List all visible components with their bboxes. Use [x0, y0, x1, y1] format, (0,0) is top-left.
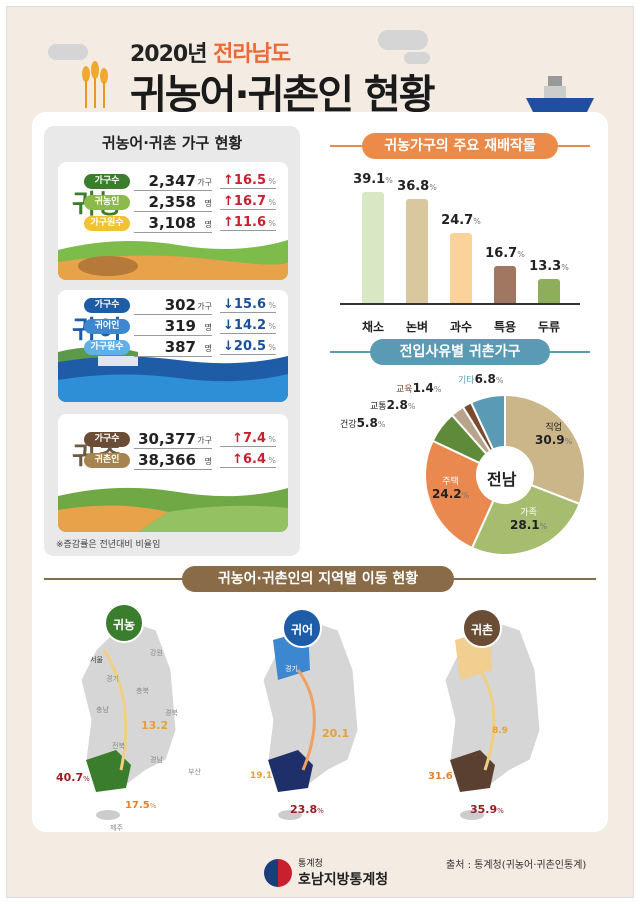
pie-label-other: 기타6.8% — [458, 372, 504, 386]
bar-category: 특용 — [493, 320, 517, 334]
flow-value: 20.1 — [322, 727, 350, 740]
flow-value: 13.2 — [141, 719, 169, 732]
bar-category: 두류 — [537, 320, 561, 334]
region-label: 전북 — [112, 742, 125, 750]
flow-value: 8.9 — [492, 726, 508, 736]
source-text: 출처 : 통계청(귀농어·귀촌인통계) — [446, 860, 587, 871]
reasons-chart-title: 전입사유별 귀촌가구 — [370, 339, 550, 365]
wheat-icon — [82, 61, 108, 108]
fishing-row-households: 가구수 302 가구 ↓15.6% — [84, 296, 276, 315]
gwangju-value: 40.7% — [56, 771, 90, 784]
fishing-row-persons: 귀어인 319 명 ↓14.2% — [84, 317, 276, 336]
pie-label-family: 가족 28.1% — [510, 508, 548, 532]
bar-rice — [406, 199, 428, 303]
migration-section-title: 귀농어·귀촌인의 지역별 이동 현황 — [182, 566, 454, 592]
cloud-decoration — [404, 52, 430, 64]
bar-vegetables — [362, 192, 384, 303]
farming-row-households: 가구수 2,347 가구 ↑16.5% — [84, 172, 276, 191]
region-label: 경기 — [106, 675, 119, 683]
pie-label-house: 주택 24.2% — [432, 477, 470, 501]
taegeuk-icon — [264, 858, 292, 887]
village-scene-illustration — [58, 487, 288, 532]
crops-chart-title: 귀농가구의 주요 재배작물 — [362, 133, 558, 159]
intra-value: 23.8% — [290, 803, 324, 816]
rural-row-persons: 귀촌인 38,366 명 ↑6.4% — [84, 451, 276, 470]
map-badge-rural: 귀촌 — [462, 608, 502, 648]
statistics-korea-logo: 통계청 호남지방통계청 — [264, 856, 388, 889]
gwangju-value: 31.6 — [428, 771, 453, 782]
farm-scene-illustration — [58, 240, 288, 280]
cloud-decoration — [378, 30, 428, 50]
region-label: 제주 — [110, 824, 123, 832]
bar-category: 과수 — [449, 320, 473, 334]
bar-value: 16.7% — [485, 246, 525, 261]
map-badge-farming: 귀농 — [104, 603, 144, 643]
sea-scene-illustration — [58, 347, 288, 402]
gwangju-value: 19.1 — [250, 771, 273, 781]
region-label: 경북 — [165, 709, 178, 717]
bar-beans — [538, 279, 560, 303]
pie-label-health: 건강5.8% — [340, 416, 386, 430]
title-year-region: 2020년 전라남도 — [130, 42, 291, 67]
bar-value: 36.8% — [397, 179, 437, 194]
boat-icon — [526, 76, 594, 114]
rural-box: 귀촌 — [58, 414, 288, 532]
korea-map-farming — [80, 619, 177, 820]
pie-label-education: 교육1.4% — [396, 381, 442, 395]
pie-label-job: 직업 30.9% — [535, 423, 573, 447]
bar-value: 13.3% — [529, 259, 569, 274]
bar-value: 39.1% — [353, 172, 393, 187]
page-title: 귀농어·귀촌인 현황 — [130, 72, 436, 118]
bar-special — [494, 266, 516, 303]
reasons-donut-chart — [424, 393, 587, 556]
donut-center-label: 전남 — [487, 470, 517, 489]
bar-value: 24.7% — [441, 213, 481, 228]
cloud-decoration — [48, 44, 88, 60]
region-label: 경남 — [150, 756, 163, 764]
farming-row-members: 가구원수 3,108 명 ↑11.6% — [84, 214, 276, 233]
bar-category: 논벼 — [405, 320, 429, 334]
region-label: 경기 — [285, 665, 298, 673]
region-label: 강원 — [150, 649, 163, 657]
region-label: 부산 — [188, 768, 201, 776]
pie-label-traffic: 교통2.8% — [370, 398, 416, 412]
region-label: 서울 — [90, 656, 103, 664]
korea-map-fishing — [262, 619, 359, 820]
map-badge-fishing: 귀어 — [282, 608, 322, 648]
households-title: 귀농어·귀촌 가구 현황 — [101, 134, 243, 152]
farming-row-persons: 귀농인 2,358 명 ↑16.7% — [84, 193, 276, 212]
bar-fruit — [450, 233, 472, 303]
intra-value: 17.5% — [125, 800, 157, 811]
region-label: 충북 — [136, 687, 149, 695]
rural-row-households: 가구수 30,377 가구 ↑7.4% — [84, 430, 276, 449]
intra-value: 35.9% — [470, 803, 504, 816]
bar-axis — [340, 303, 580, 305]
change-rate-note: ※증감률은 전년대비 비율임 — [56, 540, 161, 550]
bar-category: 채소 — [361, 320, 385, 334]
region-label: 충남 — [96, 706, 109, 714]
fishing-row-members: 가구원수 387 명 ↓20.5% — [84, 338, 276, 357]
